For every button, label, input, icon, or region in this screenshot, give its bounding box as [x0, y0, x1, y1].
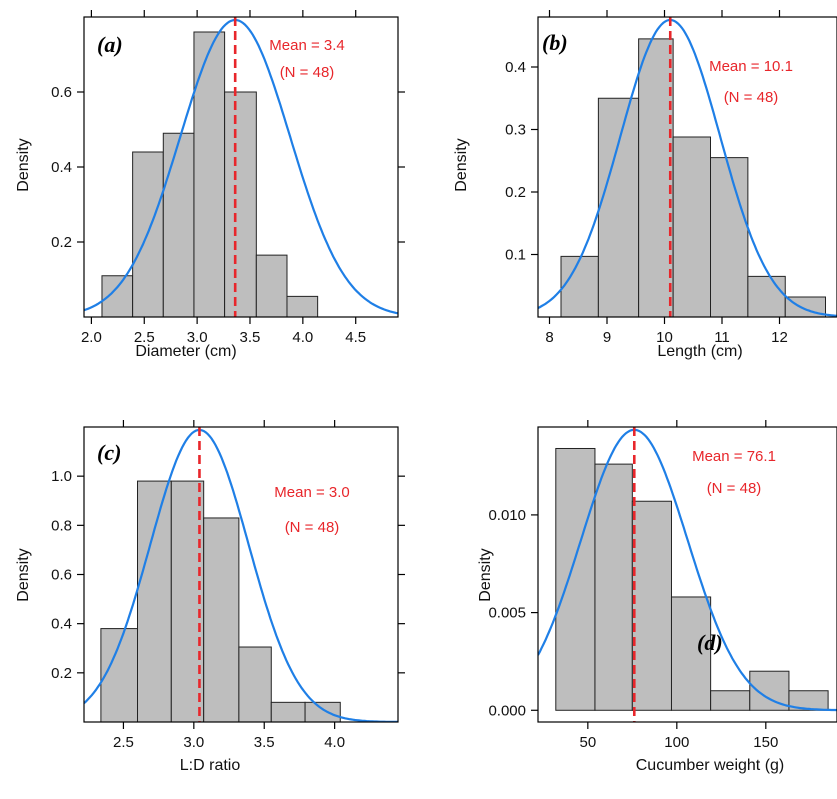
y-tick-label: 0.2 [505, 184, 526, 201]
mean-annotation: Mean = 3.4 [269, 37, 344, 54]
histogram-bar [270, 701, 306, 723]
x-tick-label: 4.0 [292, 329, 313, 346]
y-tick-label: 0.6 [51, 84, 72, 101]
y-tick-label: 0.4 [51, 616, 72, 633]
y-axis-title: Density [477, 548, 494, 601]
x-tick-label: 4.0 [324, 734, 345, 751]
y-tick-label: 0.3 [505, 122, 526, 139]
histogram-bar [162, 132, 195, 318]
histogram-bar [710, 157, 749, 318]
x-tick-label: 50 [579, 734, 596, 751]
x-tick-label: 12 [771, 329, 788, 346]
histogram-bar [597, 97, 640, 318]
density-curve [538, 428, 837, 712]
histogram-bars [100, 480, 341, 723]
x-axis-title: Length (cm) [657, 343, 742, 360]
panel-d-cucumber-weight: 50 100 150 0.000 0.005 0.010 Cucumber weight (… [477, 420, 837, 774]
histogram-bar [255, 254, 288, 318]
y-tick-label: 0.1 [505, 247, 526, 264]
x-tick-label: 100 [664, 734, 689, 751]
histogram-bar [594, 463, 633, 711]
mean-annotation: Mean = 10.1 [709, 58, 793, 75]
y-axis-title: Density [453, 138, 470, 191]
mean-annotation: Mean = 76.1 [692, 448, 776, 465]
x-tick-label: 4.5 [345, 329, 366, 346]
y-tick-label: 0.4 [51, 159, 72, 176]
y-tick-label: 0.8 [51, 517, 72, 534]
y-tick-label: 0.4 [505, 59, 526, 76]
density-curve [538, 18, 837, 317]
histogram-bar [631, 500, 672, 711]
x-tick-label: 3.0 [183, 734, 204, 751]
histogram-bar [193, 31, 226, 318]
x-tick-label: 2.5 [113, 734, 134, 751]
panel-tag: (c) [97, 440, 121, 465]
panel-a-diameter: 2.0 2.5 3.0 3.5 4.0 4.5 0.2 0.4 0.6 Diameter (cm)… [15, 10, 405, 360]
x-tick-label: 3.0 [187, 329, 208, 346]
x-tick-label: 150 [753, 734, 778, 751]
y-axis-title: Density [15, 548, 32, 601]
x-tick-label: 3.5 [254, 734, 275, 751]
histogram-bars [560, 38, 826, 318]
y-tick-label: 1.0 [51, 468, 72, 485]
plot-frame [537, 426, 837, 723]
panel-b-length: 8 9 10 11 12 0.1 0.2 0.3 0.4 Length (cm) Density (b… [453, 10, 837, 360]
x-axis-title: Diameter (cm) [135, 343, 236, 360]
histogram-bar [555, 447, 596, 711]
n-annotation: (N = 48) [285, 519, 340, 536]
x-tick-label: 11 [714, 329, 730, 346]
histogram-bars [101, 31, 319, 318]
x-tick-label: 8 [545, 329, 553, 346]
n-annotation: (N = 48) [707, 480, 762, 497]
plot-frame [537, 16, 837, 318]
x-axis-title: L:D ratio [180, 757, 241, 774]
density-curve [84, 18, 398, 315]
x-axis-title: Cucumber weight (g) [636, 757, 785, 774]
histogram-bar [638, 38, 674, 318]
histogram-bar [788, 690, 829, 711]
histogram-bar [286, 295, 319, 318]
y-axis-title: Density [15, 138, 32, 191]
x-tick-label: 3.5 [240, 329, 261, 346]
x-tick-label: 2.0 [81, 329, 102, 346]
y-tick-label: 0.6 [51, 567, 72, 584]
panel-tag: (a) [97, 32, 123, 57]
panel-tag: (d) [697, 630, 723, 655]
y-tick-label: 0.000 [488, 702, 526, 719]
histogram-bar [304, 701, 341, 723]
histogram-bars [555, 447, 829, 711]
histogram-bar [710, 690, 751, 711]
histogram-bar [224, 91, 257, 318]
density-curve [84, 428, 398, 722]
y-tick-label: 0.2 [51, 234, 72, 251]
histogram-bar [238, 646, 272, 723]
x-tick-label: 9 [603, 329, 611, 346]
panel-c-ld-ratio: 2.5 3.0 3.5 4.0 0.2 0.4 0.6 0.8 1.0 L:D ratio Dens… [15, 420, 405, 774]
y-tick-label: 0.2 [51, 665, 72, 682]
histogram-bar [137, 480, 172, 723]
histogram-bar [560, 255, 599, 318]
x-tick-label: 10 [656, 329, 673, 346]
histogram-bar [670, 596, 712, 711]
n-annotation: (N = 48) [724, 89, 779, 106]
histogram-bar [672, 136, 711, 318]
histogram-bar [747, 275, 786, 318]
histogram-bar [203, 517, 240, 723]
n-annotation: (N = 48) [280, 64, 335, 81]
y-tick-label: 0.005 [488, 605, 526, 622]
panel-tag: (b) [542, 30, 568, 55]
y-tick-label: 0.010 [488, 507, 526, 524]
x-tick-label: 2.5 [134, 329, 155, 346]
mean-annotation: Mean = 3.0 [274, 484, 349, 501]
